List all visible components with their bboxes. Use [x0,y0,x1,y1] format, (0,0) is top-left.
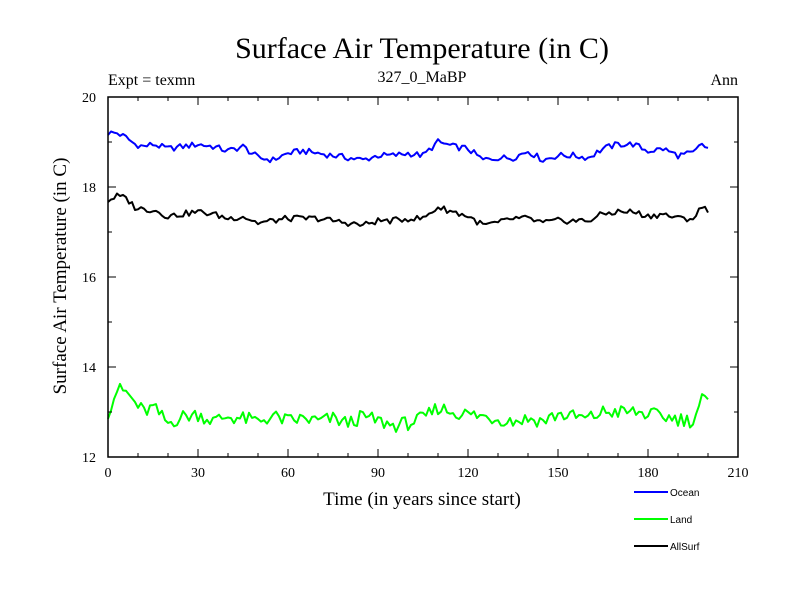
x-tick-label: 210 [728,466,749,481]
x-tick-label: 120 [458,466,479,481]
chart-title: Surface Air Temperature (in C) [235,32,609,65]
series-line-allsurf [107,192,709,227]
period-label: Ann [710,72,738,89]
y-axis-label: Surface Air Temperature (in C) [50,158,71,395]
y-tick-label: 20 [82,91,96,106]
plot-frame [107,96,739,458]
y-tick-label: 18 [82,181,96,196]
y-tick-label: 12 [82,451,96,466]
series-line-land [107,382,709,433]
run-label: 327_0_MaBP [378,69,467,86]
legend-label-land: Land [670,515,692,526]
experiment-label: Expt = texmn [108,72,195,89]
x-axis-label: Time (in years since start) [323,489,521,510]
x-tick-label: 0 [105,466,112,481]
legend-label-allsurf: AllSurf [670,542,700,553]
x-tick-label: 180 [638,466,659,481]
x-tick-label: 150 [548,466,569,481]
legend: Ocean Land AllSurf [634,488,700,553]
y-tick-label: 14 [82,361,96,376]
x-tick-label: 30 [191,466,205,481]
legend-label-ocean: Ocean [670,488,699,499]
x-tick-label: 90 [371,466,385,481]
y-tick-label: 16 [82,271,96,286]
x-tick-label: 60 [281,466,295,481]
series-line-ocean [107,130,709,164]
